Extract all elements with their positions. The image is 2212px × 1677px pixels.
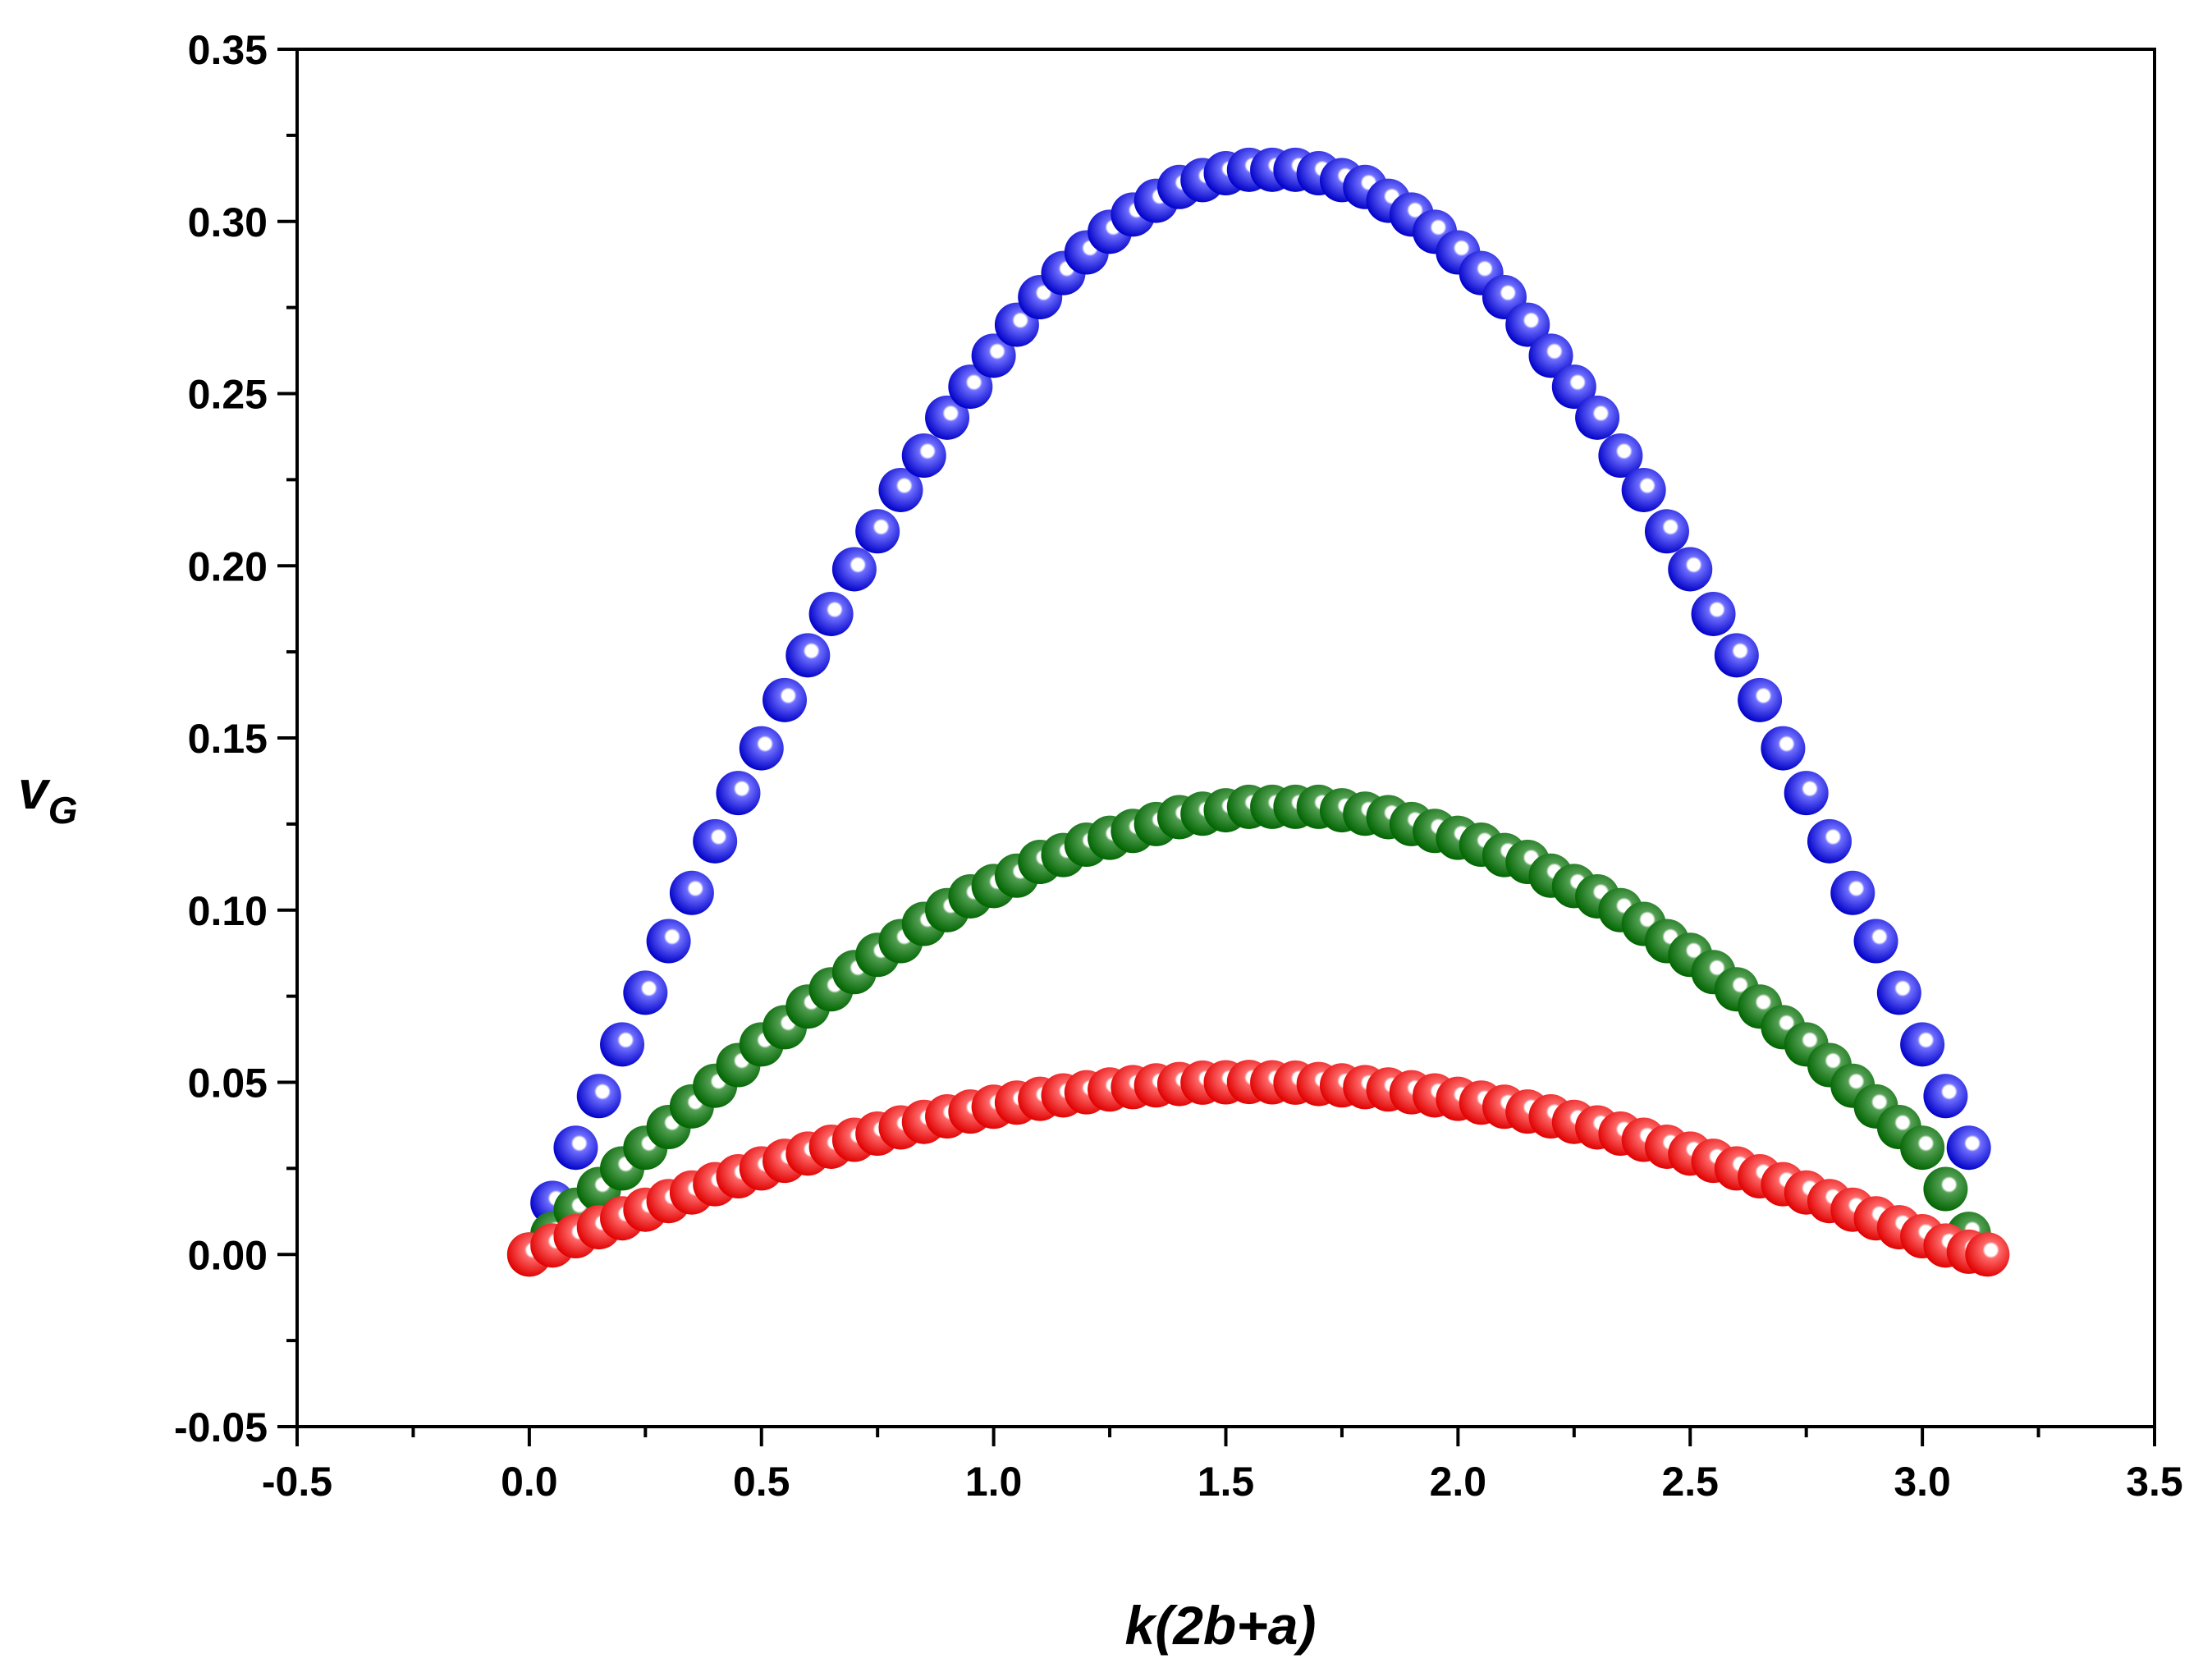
x-axis: -0.5 0.0 0.5 1.0 1.5 2.0 2.5 3.0 3.5 xyxy=(262,1427,2183,1505)
data-point-blue xyxy=(1575,395,1620,440)
data-point-blue xyxy=(1528,333,1573,378)
x-axis-title: k(2b+a) xyxy=(1125,1595,1317,1656)
y-tick-label: 0.00 xyxy=(188,1232,268,1278)
data-point-blue xyxy=(1853,919,1898,964)
y-tick-label: 0.05 xyxy=(188,1061,268,1107)
x-tick-label: 3.5 xyxy=(2126,1459,2183,1505)
data-point-blue xyxy=(693,818,738,864)
x-tick-label: 2.5 xyxy=(1661,1459,1719,1505)
data-point-blue xyxy=(646,919,691,964)
data-point-blue xyxy=(971,333,1016,378)
data-point-blue xyxy=(1668,547,1713,592)
data-point-blue xyxy=(1807,818,1852,864)
data-point-blue xyxy=(1738,677,1783,722)
y-tick-label: -0.05 xyxy=(174,1404,268,1450)
data-point-blue xyxy=(1784,771,1829,816)
data-point-blue xyxy=(623,970,668,1015)
x-tick-label: 1.0 xyxy=(965,1459,1023,1505)
data-point-blue xyxy=(1621,467,1666,512)
data-point-blue xyxy=(1644,509,1689,554)
y-axis-title-main: v xyxy=(18,759,51,820)
series-red xyxy=(506,1060,2010,1277)
y-tick-label: 0.20 xyxy=(188,543,268,589)
data-point-blue xyxy=(1598,433,1643,479)
x-tick-label: 0.0 xyxy=(501,1459,558,1505)
x-tick-label: 1.5 xyxy=(1198,1459,1255,1505)
x-tick-label: 0.5 xyxy=(733,1459,790,1505)
data-point-blue xyxy=(1761,726,1806,771)
data-point-green xyxy=(1923,1166,1968,1212)
y-axis: -0.05 0.00 0.05 0.10 0.15 0.20 0.25 0.30 0.35 xyxy=(174,27,297,1450)
data-point-blue xyxy=(1551,364,1596,410)
data-point-blue xyxy=(1923,1074,1968,1119)
data-point-blue xyxy=(1946,1125,1991,1171)
series-blue xyxy=(530,147,1991,1226)
data-point-blue xyxy=(785,633,831,678)
data-point-blue xyxy=(831,547,877,592)
data-point-blue xyxy=(553,1125,598,1171)
y-tick-label: 0.15 xyxy=(188,716,268,762)
data-point-blue xyxy=(1830,870,1875,915)
data-point-green xyxy=(1900,1125,1945,1171)
data-point-blue xyxy=(1691,591,1736,636)
y-tick-label: 0.10 xyxy=(188,888,268,934)
y-axis-title-sub: G xyxy=(48,789,78,832)
data-point-red xyxy=(1965,1232,2010,1277)
data-point-blue xyxy=(576,1074,621,1119)
series-green xyxy=(506,784,1991,1277)
data-point-blue xyxy=(1714,633,1759,678)
data-point-blue xyxy=(669,870,714,915)
data-point-blue xyxy=(901,433,946,479)
y-axis-title: vG xyxy=(18,759,78,832)
data-point-blue xyxy=(763,677,808,722)
x-tick-label: 2.0 xyxy=(1430,1459,1487,1505)
y-tick-label: 0.35 xyxy=(188,27,268,73)
data-point-blue xyxy=(739,726,784,771)
data-point-blue xyxy=(878,467,923,512)
data-point-blue xyxy=(600,1022,645,1067)
data-point-blue xyxy=(855,509,900,554)
data-point-blue xyxy=(925,395,970,440)
y-tick-label: 0.25 xyxy=(188,372,268,418)
data-point-blue xyxy=(1900,1022,1945,1067)
data-point-blue xyxy=(716,771,761,816)
series-layer xyxy=(506,147,2010,1277)
x-tick-label: 3.0 xyxy=(1894,1459,1951,1505)
data-point-blue xyxy=(1876,970,1921,1015)
data-point-blue xyxy=(808,591,854,636)
y-tick-label: 0.30 xyxy=(188,199,268,245)
x-tick-label: -0.5 xyxy=(262,1459,332,1505)
data-point-blue xyxy=(1505,302,1550,347)
data-point-blue xyxy=(948,364,993,410)
